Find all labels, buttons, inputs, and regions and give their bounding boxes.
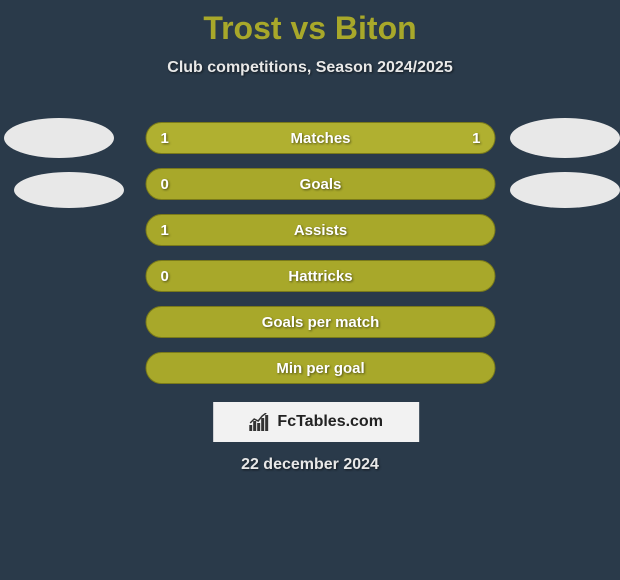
subtitle: Club competitions, Season 2024/2025 [0,59,620,77]
stat-label: Goals [300,176,342,193]
stats-panel: 1 Matches 1 0 Goals 1 Assists 0 Hattrick… [146,122,496,398]
stat-row-goals-per-match: Goals per match [146,306,496,338]
stat-left-value: 0 [161,268,169,285]
source-badge: FcTables.com [213,402,419,442]
stat-row-assists: 1 Assists [146,214,496,246]
stat-right-value: 1 [472,130,480,147]
stat-label: Min per goal [276,360,364,377]
stat-left-value: 1 [161,222,169,239]
title-vs: vs [290,10,326,46]
stat-row-matches: 1 Matches 1 [146,122,496,154]
bar-chart-icon [249,413,271,431]
stat-label: Hattricks [288,268,352,285]
player2-avatar [510,118,620,158]
badge-text: FcTables.com [277,413,383,431]
stat-label: Goals per match [262,314,380,331]
stat-left-value: 1 [161,130,169,147]
stat-label: Assists [294,222,347,239]
stat-label: Matches [290,130,350,147]
player1-avatar [4,118,114,158]
player2-avatar-shadow [510,172,620,208]
stat-left-value: 0 [161,176,169,193]
player2-name: Biton [335,10,417,46]
player1-avatar-shadow [14,172,124,208]
stat-row-min-per-goal: Min per goal [146,352,496,384]
date-label: 22 december 2024 [0,456,620,474]
player1-name: Trost [203,10,281,46]
stat-row-hattricks: 0 Hattricks [146,260,496,292]
comparison-title: Trost vs Biton [0,0,620,47]
stat-row-goals: 0 Goals [146,168,496,200]
